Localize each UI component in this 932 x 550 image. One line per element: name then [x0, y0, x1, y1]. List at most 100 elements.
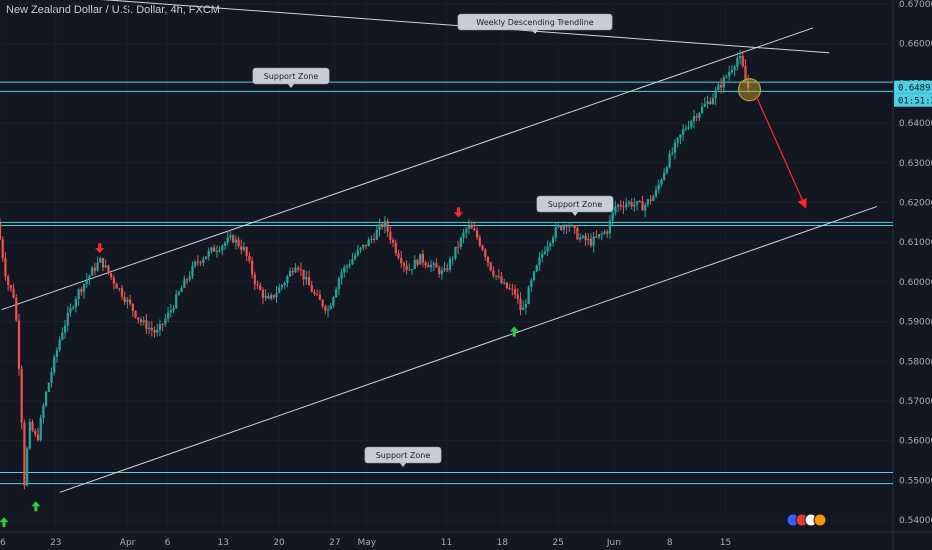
green-up-arrow-icon — [509, 326, 519, 337]
candle-up — [370, 238, 373, 240]
candle-up — [147, 327, 151, 330]
candle-up — [738, 56, 742, 59]
candle-down — [272, 294, 275, 298]
time-tick-label: 15 — [720, 538, 731, 548]
candle-down — [747, 81, 750, 89]
candle-down — [505, 282, 509, 289]
time-axis[interactable]: 16 23 Apr 6 13 20 27 May 11 18 25 Jun 8 15 — [0, 538, 731, 548]
candle-down — [484, 250, 487, 257]
time-tick-label: May — [357, 538, 376, 548]
candle-down — [131, 303, 134, 311]
candle-down — [245, 247, 248, 257]
candle-up — [66, 312, 69, 326]
candle-down — [381, 224, 384, 228]
candlesticks — [0, 49, 750, 490]
candle-up — [557, 225, 560, 227]
candle-up — [69, 307, 72, 313]
candle-up — [96, 262, 99, 271]
candle-up — [611, 212, 614, 221]
candle-down — [237, 239, 240, 247]
candle-down — [256, 284, 259, 286]
candle-up — [598, 234, 601, 237]
candle-down — [161, 323, 164, 325]
candle-up — [673, 142, 677, 153]
countdown-label: 01:51:29 — [898, 97, 932, 107]
candle-down — [389, 231, 392, 241]
exchange-badge-icon — [813, 513, 827, 527]
candle-down — [622, 206, 625, 208]
candle-down — [492, 270, 495, 276]
candle-down — [120, 288, 124, 297]
red-down-arrow-icon — [453, 207, 463, 218]
candle-up — [223, 242, 227, 246]
candle-up — [524, 303, 528, 308]
support-zone-tag-middle-pointer — [572, 212, 578, 216]
candle-up — [348, 264, 351, 266]
candle-down — [641, 201, 644, 211]
candle-up — [532, 271, 536, 280]
candle-up — [448, 258, 452, 270]
candle-up — [345, 265, 349, 268]
candle-up — [194, 261, 197, 266]
candle-up — [234, 239, 237, 243]
candle-down — [291, 270, 294, 273]
candle-up — [592, 236, 595, 246]
candle-up — [354, 255, 357, 260]
candle-down — [1, 239, 4, 259]
candle-down — [93, 267, 96, 271]
candle-up — [55, 350, 59, 357]
candle-up — [627, 201, 631, 204]
candle-up — [172, 308, 175, 311]
candle-down — [261, 289, 265, 298]
candle-up — [635, 201, 639, 205]
candle-down — [129, 299, 132, 304]
candle-up — [579, 237, 582, 240]
candle-down — [416, 259, 419, 265]
candle-up — [39, 418, 42, 440]
candle-down — [511, 288, 514, 290]
candle-down — [80, 289, 83, 292]
candle-down — [405, 265, 408, 271]
current-price-label: 0.64891 — [898, 84, 932, 94]
candle-down — [606, 231, 609, 234]
candle-down — [446, 268, 449, 270]
candle-up — [717, 84, 720, 91]
candle-down — [232, 235, 235, 243]
candle-down — [153, 330, 156, 333]
candle-up — [218, 250, 221, 252]
candle-up — [616, 204, 620, 207]
candle-down — [589, 238, 593, 246]
candle-down — [497, 275, 500, 277]
candle-up — [191, 265, 194, 277]
price-axis[interactable]: 0.670000.660000.650000.640000.630000.620… — [899, 0, 932, 526]
time-tick-label: 18 — [497, 538, 509, 548]
candle-up — [465, 228, 468, 233]
candle-down — [470, 225, 473, 229]
support-zone-tag-bottom-pointer — [400, 463, 406, 467]
candle-down — [364, 244, 368, 247]
candle-up — [166, 312, 170, 319]
candle-up — [714, 90, 717, 99]
candle-down — [391, 240, 395, 243]
candle-up — [503, 282, 506, 284]
candle-up — [459, 237, 462, 247]
candle-up — [242, 247, 246, 250]
channel-trendline — [59, 205, 878, 493]
candle-up — [164, 318, 167, 325]
candle-up — [169, 310, 172, 313]
candle-up — [551, 237, 555, 244]
green-up-arrow-icon — [0, 517, 9, 528]
time-tick-label: Jun — [606, 538, 621, 548]
candle-up — [570, 225, 574, 227]
candle-up — [126, 299, 129, 302]
current-price-box — [894, 80, 932, 94]
candle-down — [313, 292, 316, 294]
candle-up — [50, 372, 53, 383]
candle-up — [294, 267, 297, 273]
